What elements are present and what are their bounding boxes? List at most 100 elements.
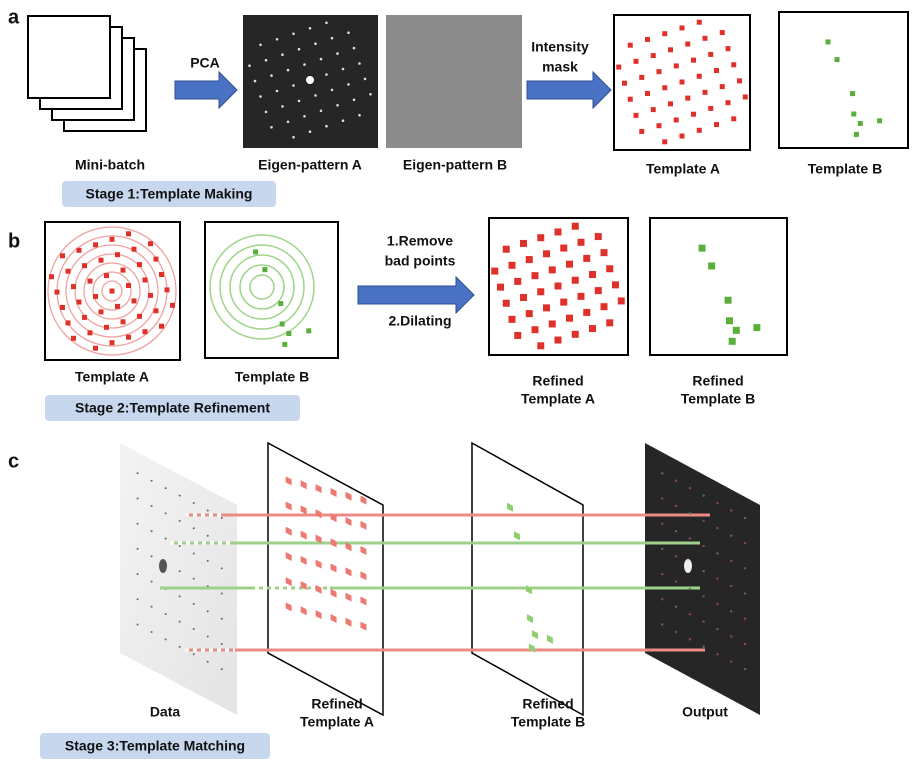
diffraction-spot (325, 73, 328, 76)
data-spot (137, 624, 139, 626)
template-diamond (286, 602, 292, 611)
output-spot (744, 542, 746, 544)
refined-point (572, 277, 579, 284)
template-diamond (346, 492, 352, 501)
refined-point (589, 325, 596, 332)
output-spot (689, 512, 691, 514)
template-diamond (286, 476, 292, 485)
template-diamond (331, 488, 337, 497)
eigen-pattern-b (386, 15, 522, 148)
refined-point (583, 309, 590, 316)
refined-b-plane (472, 443, 583, 715)
template-point (691, 58, 696, 63)
output-spot (689, 537, 691, 539)
template-point (93, 242, 98, 247)
template-point (634, 113, 639, 118)
refined-point (601, 249, 608, 256)
template-point (143, 278, 148, 283)
data-spot (165, 638, 167, 640)
template-point (662, 85, 667, 90)
template-point (731, 62, 736, 67)
template-point (657, 123, 662, 128)
template-point (110, 340, 115, 345)
template-point (99, 258, 104, 263)
output-spot (661, 548, 663, 550)
panel-label: c (8, 450, 19, 472)
output-spot (730, 535, 732, 537)
output-spot (702, 620, 704, 622)
stage-label: Stage 2:Template Refinement (75, 400, 270, 416)
arrow (527, 72, 611, 108)
arrow-label: PCA (190, 55, 220, 71)
diffraction-spot (270, 74, 273, 77)
data-spot (165, 538, 167, 540)
refined-point (497, 284, 504, 291)
diffraction-spot (281, 53, 284, 56)
refined-point (514, 332, 521, 339)
template-point (662, 139, 667, 144)
template-point (835, 57, 840, 62)
data-spot (165, 487, 167, 489)
diffraction-spot (314, 94, 317, 97)
output-spot (702, 595, 704, 597)
data-spot (151, 581, 153, 583)
stage-label: Stage 1:Template Making (85, 186, 252, 202)
template-point (104, 273, 109, 278)
template-point (858, 121, 863, 126)
data-plane (120, 443, 237, 715)
template-point (66, 269, 71, 274)
template-diamond (360, 521, 366, 530)
template-point (306, 328, 311, 333)
refined-point (572, 331, 579, 338)
data-spot (165, 613, 167, 615)
figure: aMini-batchPCAEigen-pattern AEigen-patte… (0, 0, 914, 760)
data-spot (207, 661, 209, 663)
template-diamond (360, 546, 366, 555)
template-point (77, 248, 82, 253)
template-point (110, 289, 115, 294)
template-point (697, 74, 702, 79)
data-spot (193, 653, 195, 655)
output-spot (675, 555, 677, 557)
diffraction-spot (259, 44, 262, 47)
panel-box (650, 218, 787, 355)
refined-point (526, 256, 533, 263)
diffraction-spot (358, 62, 361, 65)
stage-label: Stage 3:Template Matching (65, 738, 245, 754)
refined-point (560, 245, 567, 252)
data-spot (179, 646, 181, 648)
template-point (55, 290, 60, 295)
data-spot (207, 535, 209, 537)
diffraction-spot (320, 110, 323, 113)
refined-point (537, 288, 544, 295)
template-point (657, 69, 662, 74)
refined-point (532, 326, 539, 333)
template-point (71, 284, 76, 289)
caption: Template B (808, 161, 882, 177)
refined-point (491, 268, 498, 275)
refined-point (612, 281, 619, 288)
refined-point (537, 234, 544, 241)
caption: Refined (692, 373, 743, 389)
data-spot (179, 495, 181, 497)
center-beam (159, 559, 167, 573)
diffraction-spot (309, 27, 312, 30)
data-spot (221, 517, 223, 519)
data-spot (207, 636, 209, 638)
refined-point (555, 337, 562, 344)
data-spot (193, 502, 195, 504)
template-point (685, 96, 690, 101)
diffraction-spot (298, 48, 301, 51)
template-point (93, 346, 98, 351)
template-point (851, 112, 856, 117)
arrow (358, 277, 474, 313)
template-point (115, 304, 120, 309)
diffraction-spot (331, 89, 334, 92)
data-spot (137, 573, 139, 575)
refined-point (520, 294, 527, 301)
template-point (726, 100, 731, 105)
refined-point (514, 278, 521, 285)
template-diamond (331, 564, 337, 573)
diffraction-spot (358, 114, 361, 117)
template-diamond (507, 503, 513, 512)
